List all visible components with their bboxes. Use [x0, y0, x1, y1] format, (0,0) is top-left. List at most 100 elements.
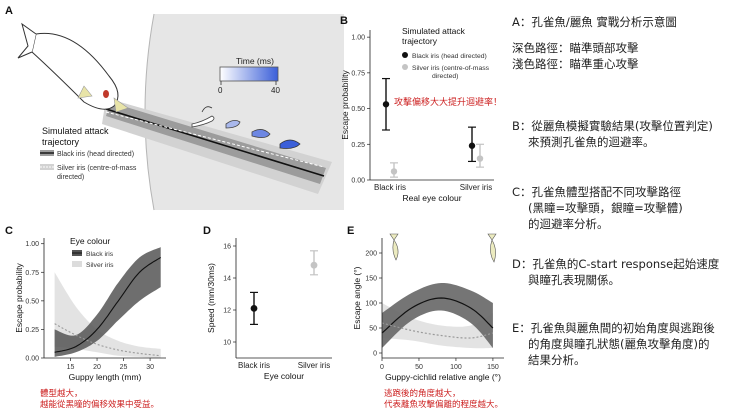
chart-e-xtick-label: 150 — [487, 364, 499, 371]
chart-d-ytick-label: 14 — [223, 276, 231, 283]
chart-e-xtick-label: 100 — [450, 364, 462, 371]
chart-c-xlabel: Guppy length (mm) — [69, 372, 142, 382]
chart-e-xlabel: Guppy-cichlid relative angle (°) — [385, 372, 501, 382]
chart-b-ytick-label: 0.75 — [351, 70, 365, 77]
chart-c-band-black — [54, 247, 161, 357]
time-max: 40 — [271, 86, 280, 95]
chart-d-0-point — [250, 305, 258, 312]
guppy-end — [279, 139, 301, 149]
black-trajectory-line — [105, 108, 325, 177]
chart-c-xtick-label: 20 — [93, 364, 101, 371]
chart-e-xtick-label: 50 — [415, 364, 423, 371]
chart-c-legend-swatch-silver — [72, 261, 82, 267]
sidebar-c-line-1: C：孔雀魚體型搭配不同攻擊路徑 — [512, 185, 682, 199]
sidebar-a-line-1: A：孔雀魚/麗魚 實戰分析示意圖 — [512, 15, 677, 29]
caption-c: 體型越大， 越能從黑曈的偏移效果中受益。 — [40, 389, 159, 411]
chart-c-ytick-label: 0.50 — [25, 298, 39, 305]
chart-e-band-silver — [382, 303, 493, 349]
sidebar-e-line-2: 的角度與瞳孔狀態(麗魚攻擊角度)的 — [528, 337, 710, 351]
chart-c-xtick-label: 25 — [120, 364, 128, 371]
legend-title-1: Simulated attack — [42, 126, 109, 136]
chart-e-ytick-label: 0 — [373, 351, 377, 358]
chart-b-legend-dot-black — [402, 52, 408, 58]
sidebar-a-line-2: 深色路徑：瞄準頭部攻擊 — [512, 41, 639, 55]
chart-e-ytick-label: 200 — [365, 251, 377, 258]
chart-d-ylabel: Speed (mm/30ms) — [206, 263, 216, 333]
chart-d-xtick-label: Black iris — [238, 361, 270, 370]
chart-c-xtick-label: 30 — [146, 364, 154, 371]
caption-e-line-1: 逃跑後的角度越大， — [384, 389, 461, 399]
chart-c-legend-title: Eye colour — [70, 236, 110, 246]
chart-b-xtick-label: Black iris — [374, 183, 406, 192]
sidebar-e-line-3: 結果分析。 — [528, 353, 586, 367]
legend-black-label: Black iris (head directed) — [57, 151, 134, 158]
chart-d-ytick-label: 10 — [223, 340, 231, 347]
caption-e: 逃跑後的角度越大， 代表離魚攻擊偏離的程度越大。 — [384, 389, 503, 411]
sidebar-c: C：孔雀魚體型搭配不同攻擊路徑 (黑瞳=攻擊頭，銀瞳=攻擊體) 的迴避率分析。 — [512, 184, 683, 232]
chart-b-ytick-label: 0.25 — [351, 142, 365, 149]
chart-c-xtick-label: 15 — [67, 364, 75, 371]
chart-e-fish-icon-left — [389, 233, 399, 261]
chart-d-xtick-label: Silver iris — [298, 361, 330, 370]
chart-b: 0.00 0.25 0.50 0.75 1.00 Black iris Silver iri… — [340, 26, 494, 203]
legend-silver-label-2: directed) — [57, 174, 84, 181]
chart-b-legend-title-1: Simulated attack — [402, 26, 466, 36]
chart-c-ylabel: Escape probability — [14, 263, 24, 333]
sidebar-a-line-3: 淺色路徑：瞄準重心攻擊 — [512, 57, 639, 71]
chart-b-xlabel: Real eye colour — [402, 193, 461, 203]
chart-b-legend-dot-silver — [402, 64, 408, 70]
chart-c: 0.00 0.25 0.50 0.75 1.00 15 20 25 30 Guppy length… — [14, 236, 166, 382]
chart-c-ytick-label: 0.00 — [25, 356, 39, 363]
chart-b-ytick-label: 1.00 — [351, 35, 365, 42]
sidebar-c-line-2: (黑瞳=攻擊頭，銀瞳=攻擊體) — [528, 201, 683, 215]
chart-b-ytick-label: 0.00 — [351, 178, 365, 185]
caption-e-line-2: 代表離魚攻擊偏離的程度越大。 — [384, 400, 504, 410]
chart-b-s1-0-point — [390, 168, 398, 175]
caption-c-line-1: 體型越大， — [40, 389, 83, 399]
panel-a-label: A — [5, 5, 13, 17]
sidebar-d: D：孔雀魚的C-start response起始速度 與瞳孔表現關係。 — [512, 256, 719, 288]
chart-b-xtick-label: Silver iris — [460, 183, 492, 192]
chart-d-ytick-label: 16 — [223, 244, 231, 251]
sidebar-b-line-1: B：從麗魚模擬實驗結果(攻擊位置判定) — [512, 119, 713, 133]
caption-c-line-2: 越能從黑曈的偏移效果中受益。 — [40, 400, 160, 410]
sidebar-e-line-1: E：孔雀魚與麗魚間的初始角度與逃跑後 — [512, 321, 715, 335]
chart-e-ytick-label: 50 — [369, 326, 377, 333]
chart-e-line-silver — [381, 322, 494, 339]
chart-e-ylabel: Escape angle (°) — [352, 266, 362, 329]
sidebar-c-line-3: 的迴避率分析。 — [528, 217, 609, 231]
chart-b-legend-silver-2: directed) — [432, 73, 458, 80]
legend-title-2: trajectory — [42, 137, 80, 147]
chart-e-band-black — [382, 283, 493, 348]
sidebar-b: B：從麗魚模擬實驗結果(攻擊位置判定) 來預測孔雀魚的迴避率。 — [512, 118, 713, 150]
legend-silver-label-1: Silver iris (centre-of-mass — [57, 165, 137, 172]
sidebar-d-line-1: D：孔雀魚的C-start response起始速度 — [512, 257, 720, 271]
chart-d-ytick-label: 12 — [223, 308, 231, 315]
time-colorbar — [219, 66, 279, 82]
cichlid-tail — [17, 22, 37, 59]
chart-e-ytick-label: 150 — [365, 276, 377, 283]
time-title: Time (ms) — [236, 56, 274, 66]
chart-b-legend-black: Black iris (head directed) — [412, 53, 487, 60]
chart-b-ylabel: Escape probability — [340, 70, 350, 140]
sidebar-d-line-2: 與瞳孔表現關係。 — [528, 273, 620, 287]
chart-d-xlabel: Eye colour — [264, 371, 304, 381]
chart-b-ytick-label: 0.50 — [351, 106, 365, 113]
guppy-late — [251, 129, 271, 138]
chart-b-s0-1-point — [468, 142, 476, 149]
chart-b-s0-0-point — [382, 101, 390, 108]
chart-e-line-black — [381, 297, 494, 334]
guppy-start — [191, 115, 215, 128]
chart-c-ytick-label: 1.00 — [25, 241, 39, 248]
cichlid-fin — [77, 85, 93, 99]
chart-d-1-point — [310, 261, 318, 269]
chart-b-legend-title-2: trajectory — [402, 36, 438, 46]
chart-c-ytick-label: 0.25 — [25, 327, 39, 334]
chart-c-line-black — [54, 256, 162, 353]
annotation-b: 攻擊偏移大大提升迴避率！ — [394, 98, 503, 108]
cichlid-body — [31, 32, 119, 110]
sidebar-b-line-2: 來預測孔雀魚的迴避率。 — [528, 135, 655, 149]
sidebar-e: E：孔雀魚與麗魚間的初始角度與逃跑後 的角度與瞳孔狀態(麗魚攻擊角度)的 結果分… — [512, 320, 715, 368]
